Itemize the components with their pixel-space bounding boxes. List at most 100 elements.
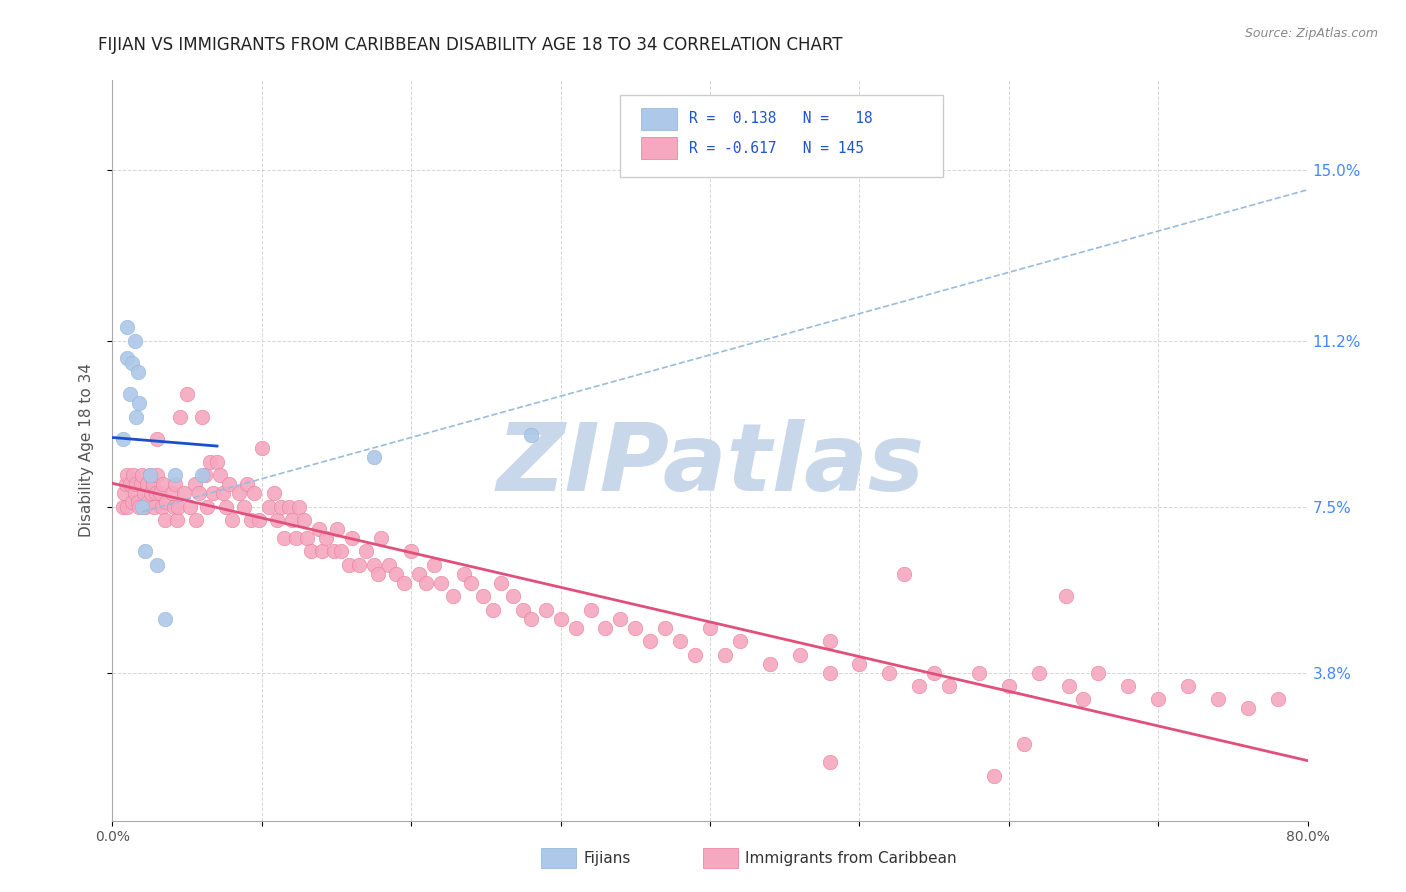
Point: [198, 455, 221, 469]
Point: [146, 432, 169, 446]
Point: [422, 558, 444, 572]
Point: [922, 665, 945, 680]
Point: [139, 468, 162, 483]
Point: [441, 589, 464, 603]
Point: [534, 603, 557, 617]
Point: [127, 365, 149, 379]
Point: [330, 544, 353, 558]
Point: [114, 486, 135, 500]
Point: [356, 544, 378, 558]
Point: [155, 495, 177, 509]
Bar: [641, 137, 676, 160]
Point: [983, 769, 1005, 783]
Point: [512, 603, 534, 617]
Point: [385, 566, 408, 581]
Point: [236, 477, 259, 491]
Point: [167, 500, 190, 514]
Point: [195, 500, 218, 514]
Point: [893, 566, 915, 581]
Text: ZIPatlas: ZIPatlas: [496, 419, 924, 511]
Point: [129, 477, 152, 491]
Point: [285, 531, 308, 545]
Point: [131, 468, 153, 483]
Point: [472, 589, 495, 603]
Point: [111, 432, 134, 446]
Point: [550, 612, 572, 626]
Point: [142, 477, 165, 491]
Point: [759, 657, 782, 671]
Point: [367, 566, 389, 581]
Point: [228, 486, 250, 500]
Point: [146, 558, 169, 572]
Point: [162, 486, 183, 500]
Point: [1177, 679, 1199, 693]
Point: [1237, 701, 1260, 715]
Point: [183, 477, 205, 491]
Point: [121, 495, 143, 509]
Point: [117, 320, 139, 334]
Point: [520, 612, 543, 626]
Point: [818, 665, 841, 680]
Point: [128, 500, 150, 514]
Point: [150, 500, 173, 514]
Point: [194, 468, 217, 483]
Point: [347, 558, 370, 572]
Point: [401, 544, 423, 558]
Point: [120, 477, 142, 491]
Point: [153, 612, 176, 626]
Point: [212, 486, 235, 500]
Point: [165, 477, 187, 491]
Bar: [641, 108, 676, 130]
Point: [363, 450, 385, 465]
Point: [117, 351, 139, 366]
Text: R =  0.138   N =   18: R = 0.138 N = 18: [689, 112, 872, 127]
Point: [218, 477, 240, 491]
Point: [564, 621, 586, 635]
Point: [250, 441, 273, 455]
Point: [128, 396, 150, 410]
Point: [624, 621, 647, 635]
Point: [188, 486, 211, 500]
Point: [408, 566, 430, 581]
Point: [270, 500, 292, 514]
Point: [818, 756, 841, 770]
Point: [266, 513, 288, 527]
Point: [209, 468, 232, 483]
Point: [579, 603, 602, 617]
Point: [138, 495, 160, 509]
Point: [453, 566, 475, 581]
Point: [337, 558, 360, 572]
Point: [1118, 679, 1140, 693]
Point: [166, 513, 188, 527]
Point: [233, 500, 256, 514]
Point: [415, 575, 437, 590]
Point: [322, 544, 344, 558]
Point: [145, 486, 167, 500]
Text: R = -0.617   N = 145: R = -0.617 N = 145: [689, 141, 863, 156]
Point: [173, 486, 195, 500]
Point: [714, 648, 737, 662]
Point: [430, 575, 453, 590]
Point: [728, 634, 751, 648]
Point: [818, 634, 841, 648]
Point: [125, 409, 148, 424]
Point: [176, 387, 198, 401]
Point: [122, 468, 145, 483]
Point: [1028, 665, 1050, 680]
Point: [149, 486, 172, 500]
Point: [288, 500, 311, 514]
Point: [179, 500, 201, 514]
Text: FIJIAN VS IMMIGRANTS FROM CARIBBEAN DISABILITY AGE 18 TO 34 CORRELATION CHART: FIJIAN VS IMMIGRANTS FROM CARIBBEAN DISA…: [98, 36, 844, 54]
Point: [121, 356, 143, 370]
Point: [482, 603, 505, 617]
Point: [1267, 692, 1289, 706]
Point: [165, 468, 187, 483]
Point: [669, 634, 692, 648]
Point: [141, 486, 163, 500]
Point: [292, 513, 315, 527]
Point: [311, 544, 333, 558]
FancyBboxPatch shape: [620, 95, 943, 177]
Text: Source: ZipAtlas.com: Source: ZipAtlas.com: [1244, 27, 1378, 40]
Point: [1206, 692, 1229, 706]
Point: [640, 634, 662, 648]
